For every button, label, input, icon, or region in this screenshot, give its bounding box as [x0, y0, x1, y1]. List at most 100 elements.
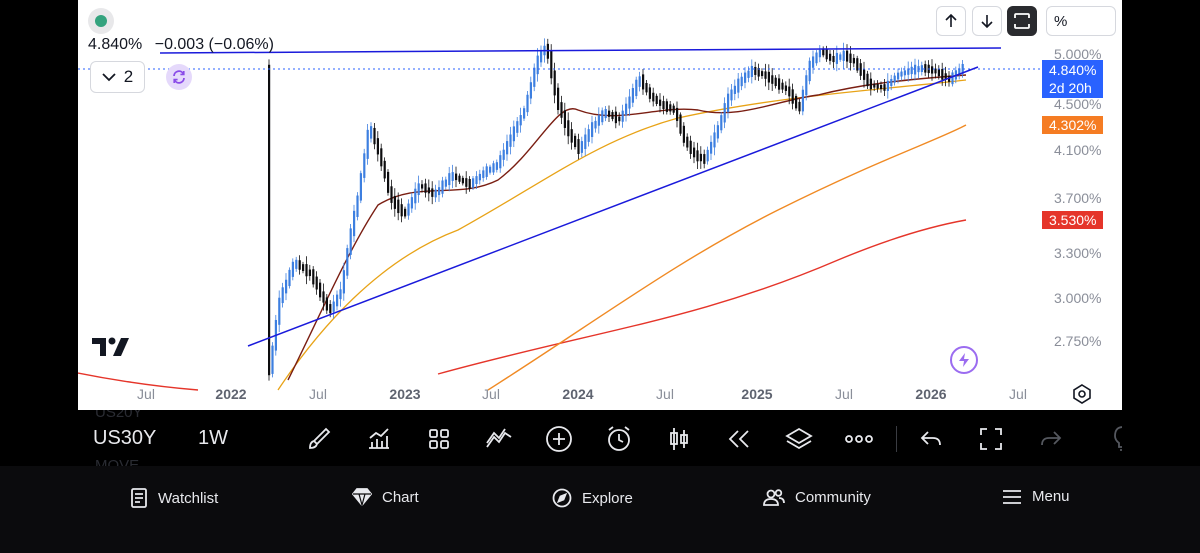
candle	[387, 169, 390, 196]
redo-button[interactable]	[1036, 424, 1066, 454]
arrow-down-icon	[981, 15, 993, 29]
candle	[332, 294, 335, 319]
candle	[339, 281, 342, 307]
bottom-navigation: Watchlist Chart Explore Community Menu	[0, 466, 1200, 553]
candle	[380, 143, 383, 171]
fullscreen-icon	[980, 428, 1002, 450]
candle	[767, 64, 770, 91]
add-button[interactable]	[544, 424, 574, 454]
candle	[492, 160, 495, 175]
collapse-indicators-button[interactable]: 2	[90, 61, 145, 93]
chevron-down-icon	[102, 73, 116, 82]
candle	[591, 115, 594, 144]
candle	[570, 122, 573, 150]
nav-explore[interactable]: Explore	[552, 488, 633, 508]
interval-selector[interactable]: 1W	[198, 427, 228, 449]
nav-community[interactable]: Community	[763, 488, 871, 506]
fullscreen-button[interactable]	[976, 424, 1006, 454]
candle	[703, 149, 706, 169]
alert-button[interactable]	[604, 424, 634, 454]
scroll-up-button[interactable]	[936, 6, 966, 36]
candle	[499, 150, 502, 173]
candle	[682, 122, 685, 147]
candle	[621, 104, 624, 128]
candle	[764, 63, 767, 87]
watchlist-icon	[131, 488, 147, 508]
symbol-selector[interactable]: US30Y	[93, 427, 157, 449]
candle	[659, 93, 662, 113]
objects-tree-button[interactable]	[784, 424, 814, 454]
undo-icon	[920, 431, 941, 446]
candle	[468, 176, 471, 192]
chart-type-button[interactable]	[664, 424, 694, 454]
patterns-button[interactable]	[484, 424, 514, 454]
candle	[404, 206, 407, 219]
previous-symbol[interactable]: US20Y	[95, 410, 143, 421]
candle	[859, 58, 862, 81]
nav-watchlist[interactable]: Watchlist	[130, 488, 218, 508]
scroll-down-button[interactable]	[972, 6, 1002, 36]
candle	[434, 184, 437, 203]
price-chart[interactable]: 5.000% 4.500% 4.100% 3.700% 3.300% 3.000% 2.75…	[78, 0, 1122, 410]
candle	[448, 166, 451, 192]
candle	[315, 271, 318, 295]
candle	[281, 282, 284, 308]
candle	[574, 133, 577, 150]
candle	[832, 49, 835, 69]
quote-readout: 4.840% −0.003 (−0.06%)	[88, 36, 282, 54]
price-tick-label: 3.700%	[1054, 190, 1101, 206]
time-tick-label: 2025	[741, 386, 772, 402]
nav-menu[interactable]: Menu	[1002, 488, 1070, 505]
candle	[730, 84, 733, 106]
candle	[648, 83, 651, 103]
time-tick-label: Jul	[482, 386, 500, 402]
indicators-button[interactable]	[364, 424, 394, 454]
candle	[886, 73, 889, 99]
layout-button[interactable]	[424, 424, 454, 454]
candle	[750, 59, 753, 84]
candle	[815, 49, 818, 66]
refresh-button[interactable]	[166, 64, 192, 90]
candle	[529, 76, 532, 105]
candle	[400, 198, 403, 223]
nav-chart[interactable]: Chart	[352, 488, 419, 506]
time-tick-label: 2022	[215, 386, 246, 402]
candle	[812, 50, 815, 74]
candles-icon	[670, 428, 688, 450]
candle	[835, 45, 838, 72]
undo-button[interactable]	[916, 424, 946, 454]
add-icon	[546, 426, 572, 452]
replay-button[interactable]	[724, 424, 754, 454]
flash-button[interactable]	[950, 346, 978, 374]
candle	[852, 54, 855, 68]
more-button[interactable]	[844, 424, 874, 454]
candle	[349, 223, 352, 260]
auto-scale-button[interactable]	[1007, 6, 1037, 36]
candle	[723, 97, 726, 129]
candle	[645, 80, 648, 96]
price-tick-label: 3.300%	[1054, 245, 1101, 261]
candle	[900, 67, 903, 81]
candle	[373, 122, 376, 150]
drawing-tools-button[interactable]	[304, 424, 334, 454]
candle	[662, 95, 665, 115]
candle	[604, 105, 607, 122]
nav-community-label: Community	[795, 488, 871, 506]
candle	[880, 81, 883, 93]
candle	[502, 143, 505, 167]
next-symbol[interactable]: MOVE	[95, 457, 140, 466]
candle	[873, 80, 876, 92]
candle	[584, 127, 587, 156]
candle	[652, 87, 655, 107]
candle	[733, 79, 736, 101]
candle	[482, 166, 485, 182]
candle	[495, 159, 498, 173]
scale-mode-select[interactable]: %	[1046, 6, 1116, 36]
ideas-button[interactable]	[1108, 424, 1122, 454]
price-tick-label: 4.100%	[1054, 142, 1101, 158]
candle	[910, 61, 913, 80]
chart-settings-icon[interactable]	[1072, 384, 1092, 404]
candle	[801, 85, 804, 116]
chart-panel[interactable]: 5.000% 4.500% 4.100% 3.700% 3.300% 3.000% 2.75…	[78, 0, 1122, 410]
time-tick-label: Jul	[656, 386, 674, 402]
